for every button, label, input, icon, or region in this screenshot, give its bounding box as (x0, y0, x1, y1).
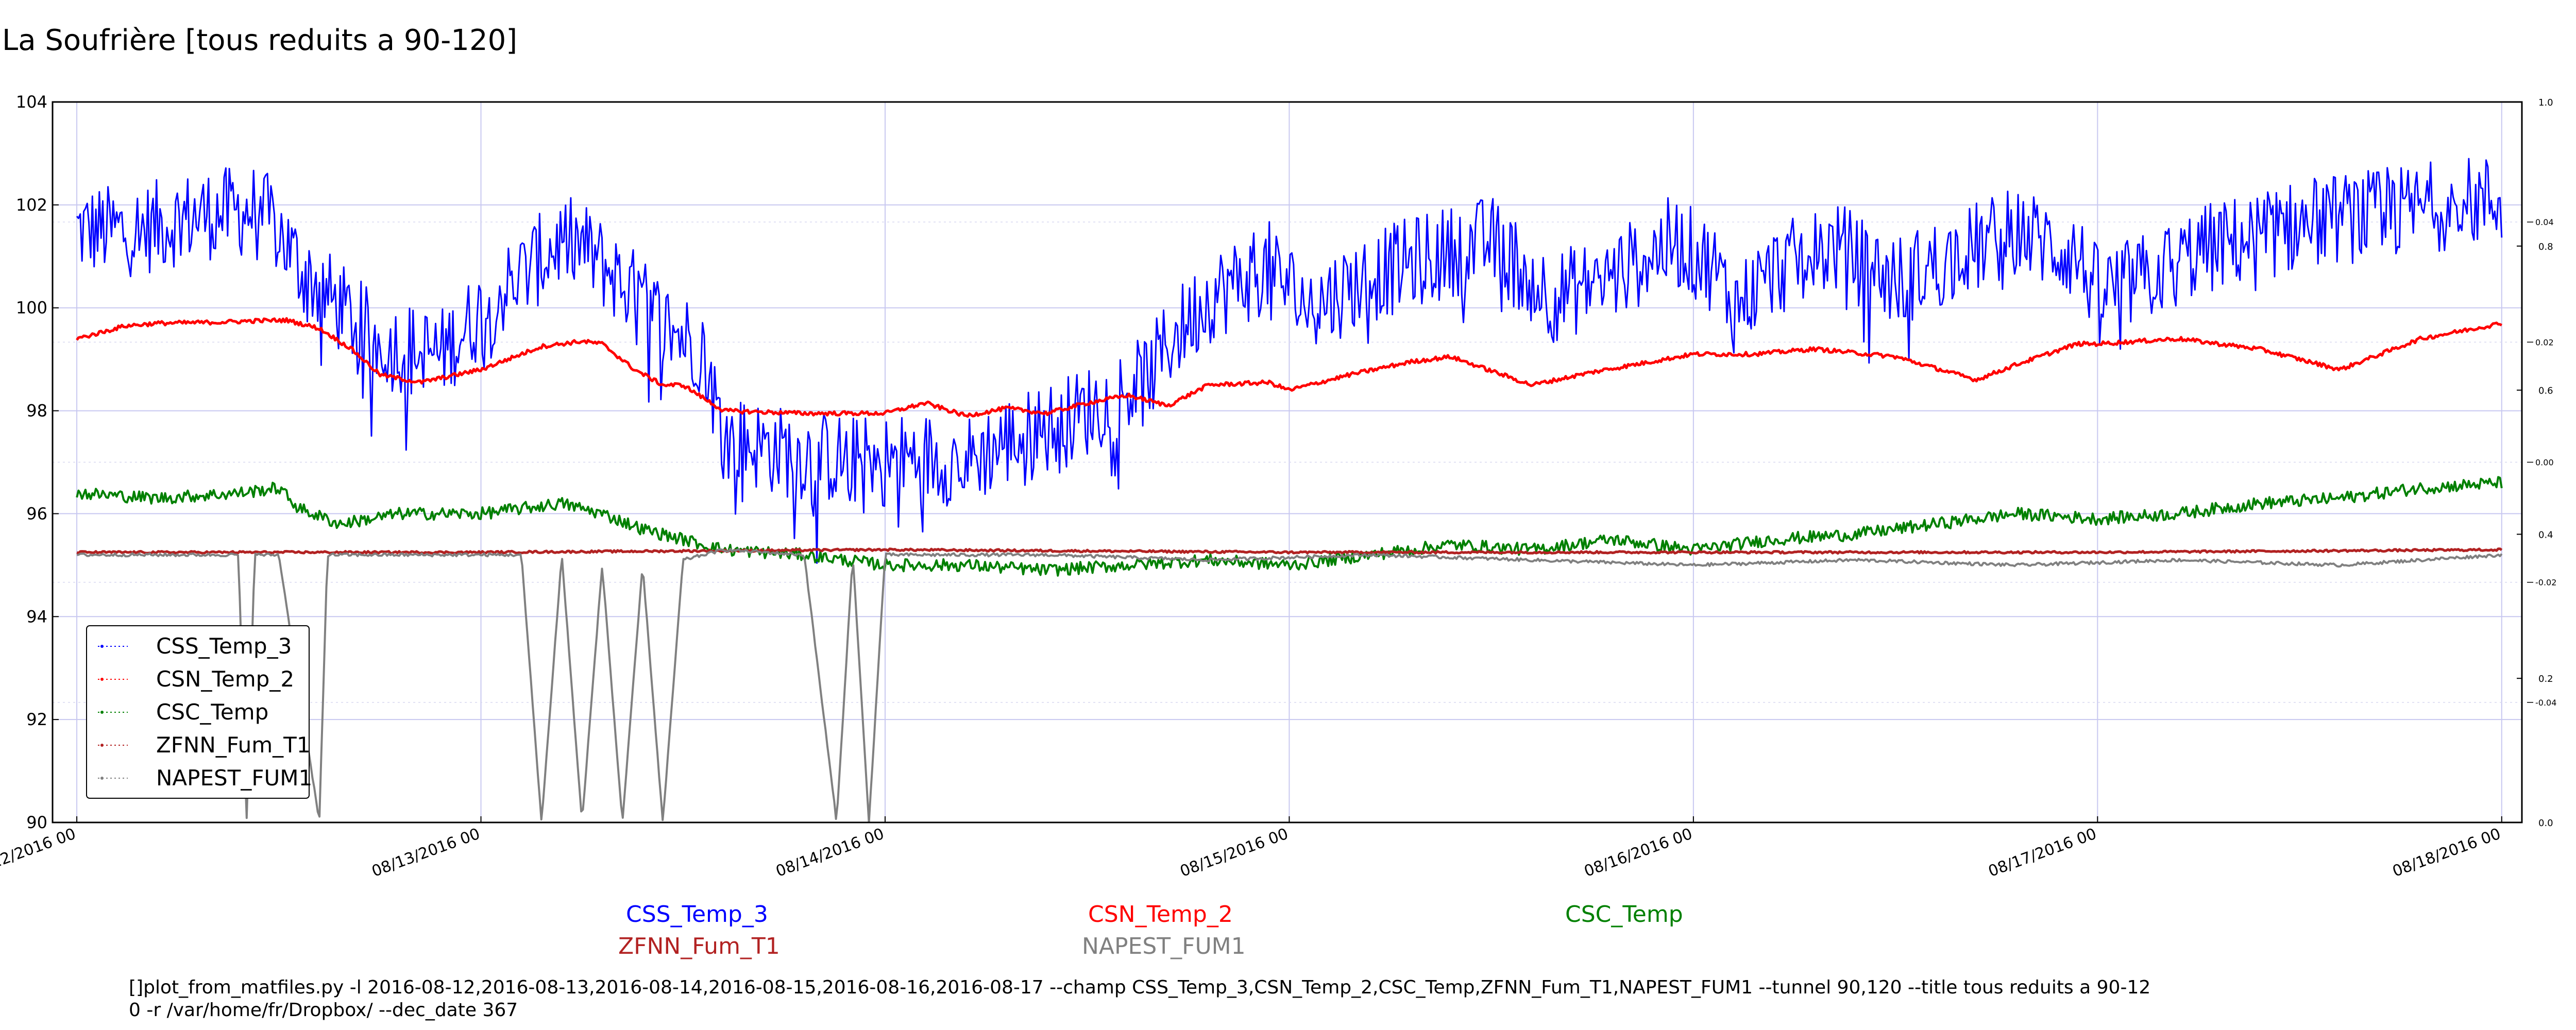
legend-marker-2 (100, 711, 104, 714)
legend-marker-0 (100, 645, 104, 648)
command-line-text: []plot_from_matfiles.py -l 2016-08-12,20… (129, 976, 2293, 1022)
legend-marker-1 (100, 678, 104, 681)
series-line-zfnn-fum-t1 (76, 547, 2503, 555)
right-axis-inner: -0.04 -0.02 0.00 0.02 0.04 (2527, 217, 2556, 708)
right-outer-tick-label-3: 0.6 (2538, 386, 2553, 397)
series-line-css-temp-3 (76, 158, 2503, 564)
right-inner-tick-label-0: -0.04 (2535, 698, 2556, 708)
x-tick-label-1: 08/13/2016 00 (369, 825, 482, 876)
chart-canvas: 90 92 94 96 98 100 102 104 08/12/2016 00 08/13/2… (0, 92, 2556, 876)
y-tick-label-4: 98 (26, 401, 47, 421)
legend-label-3: ZFNN_Fum_T1 (156, 732, 311, 758)
y-tick-label-7: 104 (16, 92, 47, 112)
y-tick-label-3: 96 (26, 504, 47, 523)
chart-title: La Soufrière [tous reduits a 90-120] (2, 24, 518, 57)
y-axis: 90 92 94 96 98 100 102 104 (16, 92, 59, 832)
bottom-label-napest-fum1: NAPEST_FUM1 (1082, 933, 1246, 959)
legend-box (86, 625, 310, 799)
right-outer-tick-label-1: 0.2 (2538, 674, 2553, 684)
right-inner-tick-label-3: 0.02 (2535, 337, 2554, 347)
legend-marker-3 (100, 744, 104, 747)
bottom-label-zfnn-fum-t1: ZFNN_Fum_T1 (618, 933, 780, 959)
plot-frame (52, 101, 2523, 823)
right-outer-tick-label-4: 0.8 (2538, 242, 2553, 252)
legend: CSS_Temp_3 CSN_Temp_2 CSC_Temp ZFNN_Fum_T1 N… (86, 625, 312, 799)
x-tick-label-2: 08/14/2016 00 (773, 825, 886, 876)
bottom-label-csc-temp: CSC_Temp (1565, 901, 1683, 928)
y-tick-label-1: 92 (26, 710, 47, 729)
right-inner-tick-label-4: 0.04 (2535, 217, 2554, 227)
legend-label-0: CSS_Temp_3 (156, 633, 292, 659)
command-line-1: []plot_from_matfiles.py -l 2016-08-12,20… (129, 977, 2151, 998)
right-inner-tick-label-1: -0.02 (2535, 578, 2556, 588)
right-axis-outer: 0.0 0.2 0.4 0.6 0.8 1.0 (2517, 97, 2553, 829)
legend-label-2: CSC_Temp (156, 699, 268, 725)
legend-label-4: NAPEST_FUM1 (156, 765, 312, 791)
y-tick-label-0: 90 (26, 813, 47, 832)
series-layer (76, 158, 2503, 822)
series-line-csn-temp-2 (76, 317, 2502, 418)
right-inner-tick-label-2: 0.00 (2535, 458, 2554, 468)
series-line-napest-fum1 (76, 548, 2503, 822)
x-axis: 08/12/2016 00 08/13/2016 00 08/14/2016 00 0… (0, 816, 2503, 876)
legend-label-1: CSN_Temp_2 (156, 666, 294, 692)
legend-marker-4 (100, 777, 104, 780)
x-tick-label-3: 08/15/2016 00 (1178, 825, 1291, 876)
x-tick-label-6: 08/18/2016 00 (2390, 825, 2503, 876)
grid-lines (53, 101, 2522, 823)
y-tick-label-6: 102 (16, 195, 47, 215)
right-outer-tick-label-0: 0.0 (2538, 818, 2553, 829)
x-tick-label-0: 08/12/2016 00 (0, 825, 78, 876)
y-tick-label-5: 100 (16, 298, 47, 318)
series-line-csc-temp (76, 476, 2503, 577)
x-tick-label-5: 08/17/2016 00 (1986, 825, 2099, 876)
x-tick-label-4: 08/16/2016 00 (1582, 825, 1694, 876)
command-line-2: 0 -r /var/home/fr/Dropbox/ --dec_date 36… (129, 1000, 518, 1021)
right-outer-tick-label-5: 1.0 (2538, 97, 2553, 108)
bottom-label-css-temp-3: CSS_Temp_3 (626, 901, 768, 928)
bottom-label-csn-temp-2: CSN_Temp_2 (1088, 901, 1233, 928)
y-tick-label-2: 94 (26, 607, 47, 626)
right-outer-tick-label-2: 0.4 (2538, 529, 2553, 540)
